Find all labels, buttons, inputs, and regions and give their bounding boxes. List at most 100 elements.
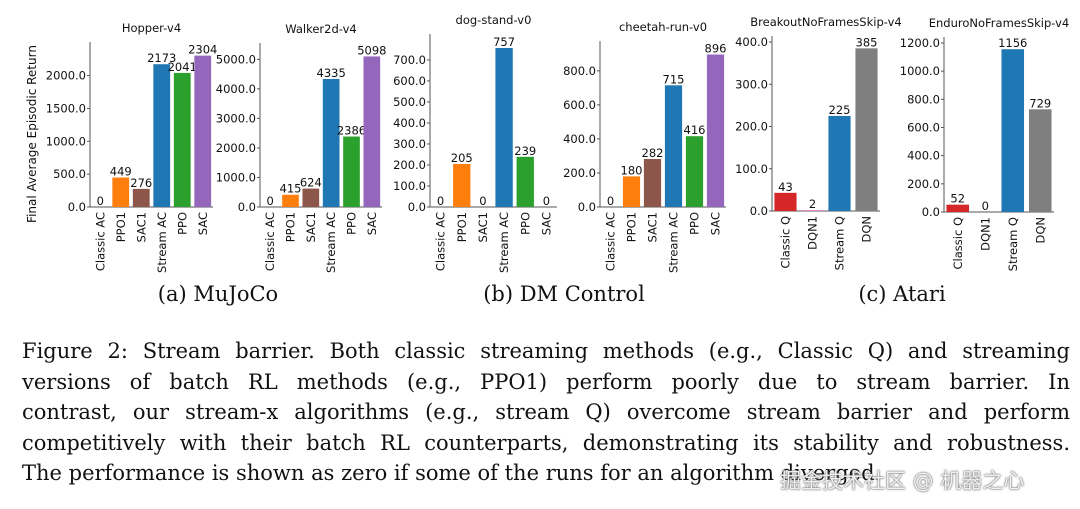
- y-tick-label: 400.0: [563, 132, 596, 146]
- y-tick-label: 600.0: [907, 121, 940, 135]
- bar-stream-q: [828, 115, 851, 211]
- y-tick-label: 0.0: [238, 200, 256, 214]
- bar-value-label: 415: [280, 182, 302, 196]
- bar-stream-ac: [664, 85, 683, 207]
- bar-value-label: 2: [809, 197, 816, 211]
- y-tick-label: 700.0: [393, 53, 426, 67]
- y-tick-label: 100.0: [735, 162, 768, 176]
- y-tick-label: 600.0: [563, 98, 596, 112]
- caption-line: contrast, our stream-x algorithms (e.g.,…: [22, 400, 1070, 424]
- bar-ppo1: [282, 194, 299, 207]
- bar-value-label: 416: [684, 123, 706, 137]
- chart-panel-dog-stand-v0: dog-stand-v0 0.0 100.0 200.0 300.0 400.0 500.0…: [393, 13, 557, 273]
- x-tick-label: Stream Q: [1006, 217, 1020, 271]
- y-tick-label: 0.0: [68, 200, 86, 214]
- bar-value-label: 385: [856, 35, 878, 49]
- x-tick-label: Classic Q: [951, 217, 965, 269]
- x-tick-label: Classic AC: [604, 212, 618, 271]
- bar-ppo1: [453, 163, 471, 207]
- x-tick-label: Stream AC: [324, 212, 338, 273]
- bar-value-label: 2386: [337, 124, 366, 138]
- x-tick-label: SAC1: [304, 212, 318, 243]
- x-tick-label: DQN: [1033, 217, 1047, 244]
- caption-line: competitively with their batch RL counte…: [22, 430, 1070, 455]
- y-tick-label: 400.0: [393, 116, 426, 130]
- caption-line: Figure 2: Stream barrier. Both classic s…: [22, 339, 1070, 363]
- chart-title: Hopper-v4: [122, 21, 181, 35]
- chart-panel-hopper-v4: Hopper-v4 0.0 500.0 1000.0 1500.0 2000.0 0 Clas…: [46, 21, 218, 273]
- y-tick-label: 300.0: [735, 77, 768, 91]
- bar-value-label: 43: [778, 180, 793, 194]
- x-tick-label: PPO1: [114, 212, 128, 242]
- bar-stream-ac: [322, 78, 340, 207]
- x-tick-label: Classic Q: [779, 216, 793, 268]
- bar-ppo: [685, 136, 704, 207]
- chart-title: EnduroNoFramesSkip-v4: [929, 16, 1070, 30]
- chart-panel-cheetah-run-v0: cheetah-run-v0 0.0 200.0 400.0 600.0 800.0 0 Cl…: [563, 20, 726, 273]
- bar-value-label: 624: [300, 176, 322, 190]
- y-tick-label: 200.0: [393, 158, 426, 172]
- y-tick-label: 2000.0: [46, 69, 86, 83]
- y-tick-label: 200.0: [735, 120, 768, 134]
- bar-value-label: 0: [982, 199, 989, 213]
- bar-dqn: [1028, 109, 1052, 212]
- bar-stream-ac: [495, 47, 513, 207]
- x-tick-label: Classic AC: [434, 212, 448, 271]
- y-tick-label: 100.0: [393, 179, 426, 193]
- x-tick-label: SAC: [365, 212, 379, 235]
- bar-value-label: 2041: [168, 60, 197, 74]
- bar-value-label: 205: [451, 151, 473, 165]
- chart-title: cheetah-run-v0: [619, 20, 707, 34]
- y-tick-label: 400.0: [907, 149, 940, 163]
- caption-line: The performance is shown as zero if some…: [22, 461, 882, 485]
- bar-classic-q: [946, 204, 970, 212]
- x-tick-label: Classic AC: [263, 212, 277, 271]
- bar-value-label: 0: [607, 194, 614, 208]
- x-tick-label: SAC1: [646, 212, 660, 243]
- x-tick-label: DQN1: [806, 216, 820, 250]
- y-tick-label: 0.0: [578, 200, 596, 214]
- x-tick-label: SAC: [709, 212, 723, 235]
- x-tick-label: PPO: [518, 212, 532, 235]
- x-tick-label: PPO: [345, 212, 359, 235]
- x-tick-label: PPO1: [284, 212, 298, 242]
- bar-value-label: 1156: [998, 36, 1027, 50]
- bar-value-label: 449: [110, 164, 132, 178]
- subcaption-dm-control: (b) DM Control: [483, 282, 645, 306]
- x-tick-label: SAC1: [134, 212, 148, 243]
- y-tick-label: 800.0: [907, 92, 940, 106]
- bar-sac1: [302, 188, 320, 207]
- y-tick-label: 400.0: [735, 35, 768, 49]
- y-tick-label: 0.0: [750, 204, 768, 218]
- bar-value-label: 2304: [188, 43, 217, 57]
- subcaption-mujoco: (a) MuJoCo: [157, 282, 279, 306]
- bar-ppo1: [622, 176, 641, 207]
- bar-value-label: 0: [267, 194, 274, 208]
- y-tick-label: 1200.0: [900, 36, 940, 50]
- bar-value-label: 239: [514, 144, 536, 158]
- y-tick-label: 500.0: [53, 167, 86, 181]
- x-tick-label: Stream AC: [497, 212, 511, 273]
- x-tick-label: PPO: [175, 212, 189, 235]
- x-tick-label: Stream AC: [155, 212, 169, 273]
- bar-value-label: 282: [642, 146, 664, 160]
- chart-panel-enduronoframesskip-v4: EnduroNoFramesSkip-v4 0.0 200.0 400.0 600.0 8…: [900, 16, 1070, 271]
- bar-dqn1: [801, 210, 824, 211]
- bar-value-label: 0: [97, 194, 104, 208]
- bar-sac1: [132, 188, 150, 207]
- y-tick-label: 1000.0: [900, 64, 940, 78]
- bar-value-label: 0: [437, 194, 444, 208]
- bar-value-label: 2173: [147, 51, 176, 65]
- y-tick-label: 1000.0: [46, 134, 86, 148]
- bar-value-label: 729: [1029, 96, 1051, 110]
- bar-ppo: [516, 156, 534, 207]
- y-tick-label: 0.0: [922, 205, 940, 219]
- chart-title: BreakoutNoFramesSkip-v4: [750, 15, 901, 29]
- y-tick-label: 1000.0: [216, 170, 256, 184]
- bar-dqn: [855, 48, 878, 212]
- bar-sac1: [643, 159, 662, 207]
- chart-title: Walker2d-v4: [285, 22, 357, 36]
- chart-panel-walker2d-v4: Walker2d-v4 0.0 1000.0 2000.0 3000.0 4000.0 50…: [216, 22, 387, 273]
- y-tick-label: 5000.0: [216, 52, 256, 66]
- bar-value-label: 225: [829, 103, 851, 117]
